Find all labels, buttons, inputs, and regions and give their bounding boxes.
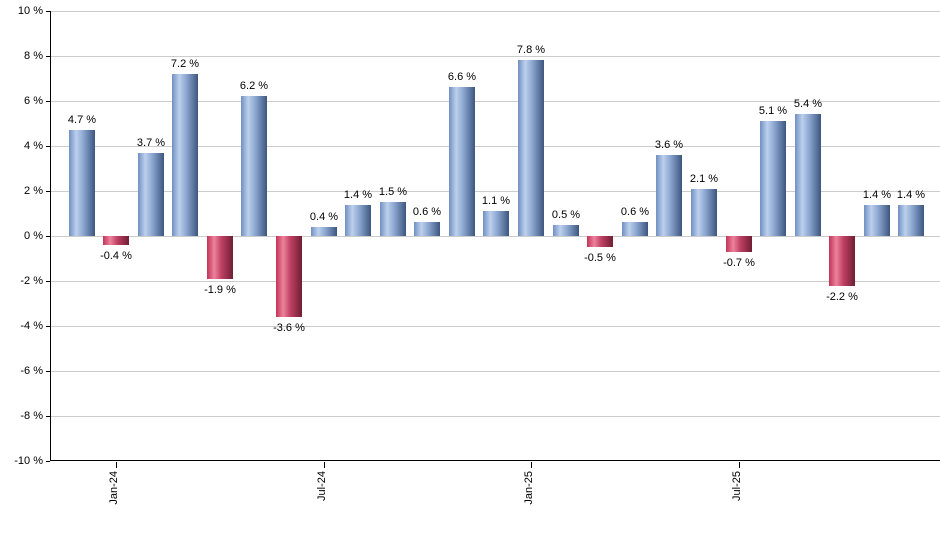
bar-value-label: 4.7 % <box>67 114 97 126</box>
bar-value-label: 5.4 % <box>793 98 823 110</box>
bar <box>622 222 648 236</box>
bar-value-label: 3.7 % <box>136 137 166 149</box>
x-axis-tick-label: Jan-24 <box>108 471 120 505</box>
x-axis-tick-mark <box>116 462 117 468</box>
bar-value-label: 3.6 % <box>654 139 684 151</box>
bar <box>276 236 302 317</box>
y-axis-tick-mark <box>46 461 50 462</box>
bar <box>449 87 475 236</box>
x-axis-tick-mark <box>739 462 740 468</box>
y-axis-tick-mark <box>46 371 50 372</box>
bar-value-label: 6.6 % <box>447 71 477 83</box>
bar-value-label: 1.5 % <box>378 186 408 198</box>
y-axis-tick-mark <box>46 326 50 327</box>
bar <box>138 153 164 236</box>
bar-value-label: 1.4 % <box>896 189 926 201</box>
bar-value-label: 6.2 % <box>239 80 269 92</box>
bar <box>69 130 95 236</box>
plot-area: 4.7 % -0.4 % 3.7 % 7.2 % -1.9 % 6.2 % -3.6 % 0.… <box>50 11 940 461</box>
bar-value-label: 7.8 % <box>516 44 546 56</box>
bar <box>207 236 233 279</box>
bar <box>241 96 267 236</box>
bar <box>172 74 198 236</box>
y-axis-tick-label: -6 % <box>20 365 43 377</box>
bar <box>726 236 752 252</box>
y-axis-tick-label: 6 % <box>24 95 43 107</box>
x-axis-tick-mark <box>324 462 325 468</box>
x-axis-tick-label: Jul-24 <box>316 471 328 501</box>
bar <box>760 121 786 236</box>
bar <box>691 189 717 236</box>
bar-value-label: 2.1 % <box>689 173 719 185</box>
bar-value-label: 0.6 % <box>620 206 650 218</box>
y-axis-tick-mark <box>46 56 50 57</box>
y-axis-tick-label: 8 % <box>24 50 43 62</box>
x-axis-tick-label: Jul-25 <box>731 471 743 501</box>
gridline <box>51 56 940 57</box>
y-axis-tick-mark <box>46 236 50 237</box>
gridline <box>51 416 940 417</box>
gridline <box>51 191 940 192</box>
y-axis-tick-label: -10 % <box>14 455 43 467</box>
gridline <box>51 326 940 327</box>
y-axis-tick-mark <box>46 416 50 417</box>
bar-value-label: 7.2 % <box>170 58 200 70</box>
bar <box>345 205 371 236</box>
bar <box>103 236 129 245</box>
bar-value-label: 0.4 % <box>309 211 339 223</box>
y-axis-tick-label: 4 % <box>24 140 43 152</box>
y-axis-tick-mark <box>46 11 50 12</box>
bar <box>829 236 855 286</box>
bar-value-label: 0.6 % <box>412 206 442 218</box>
bar-value-label: -0.4 % <box>100 250 132 262</box>
bar-value-label: -0.5 % <box>584 252 616 264</box>
bar <box>483 211 509 236</box>
y-axis-tick-mark <box>46 281 50 282</box>
y-axis-tick-mark <box>46 101 50 102</box>
bar-value-label: -3.6 % <box>273 322 305 334</box>
y-axis-tick-mark <box>46 191 50 192</box>
y-axis-tick-label: -2 % <box>20 275 43 287</box>
gridline <box>51 11 940 12</box>
bar-value-label: -2.2 % <box>826 291 858 303</box>
bar <box>587 236 613 247</box>
bar <box>898 205 924 236</box>
bar-value-label: -0.7 % <box>723 257 755 269</box>
gridline <box>51 281 940 282</box>
bar <box>553 225 579 236</box>
bar <box>656 155 682 236</box>
x-axis-tick-mark <box>531 462 532 468</box>
y-axis-tick-label: 2 % <box>24 185 43 197</box>
bar-value-label: 1.1 % <box>481 195 511 207</box>
bar <box>864 205 890 236</box>
bar <box>414 222 440 236</box>
bar <box>795 114 821 236</box>
y-axis-tick-label: 10 % <box>17 5 43 17</box>
gridline <box>51 236 940 237</box>
x-axis-tick-label: Jan-25 <box>523 471 535 505</box>
gridline <box>51 146 940 147</box>
gridline <box>51 371 940 372</box>
y-axis-tick-label: 0 % <box>24 230 43 242</box>
y-axis-tick-mark <box>46 146 50 147</box>
y-axis-tick-label: -4 % <box>20 320 43 332</box>
bar <box>311 227 337 236</box>
bar-value-label: 1.4 % <box>862 189 892 201</box>
bar-value-label: 5.1 % <box>758 105 788 117</box>
bar-value-label: -1.9 % <box>204 284 236 296</box>
bar <box>518 60 544 236</box>
gridline <box>51 101 940 102</box>
bar-value-label: 0.5 % <box>551 209 581 221</box>
y-axis-tick-label: -8 % <box>20 410 43 422</box>
bar-value-label: 1.4 % <box>343 189 373 201</box>
bar <box>380 202 406 236</box>
